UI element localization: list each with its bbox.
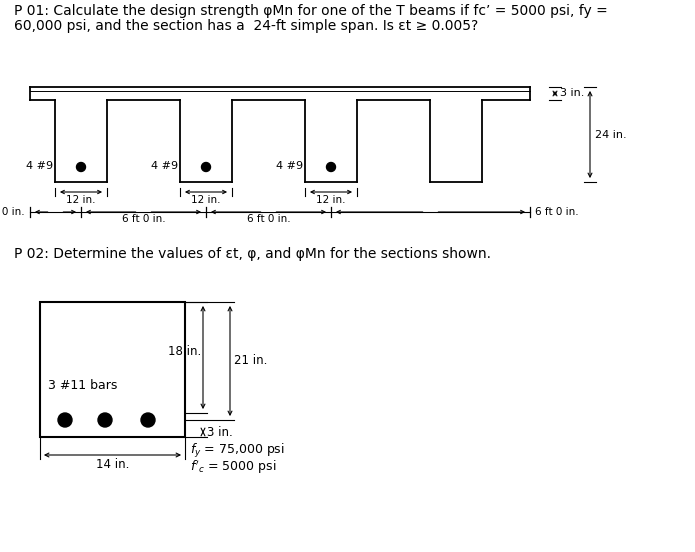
Text: 12 in.: 12 in. xyxy=(66,195,96,205)
Text: 4 #9: 4 #9 xyxy=(276,161,303,171)
Text: 4 #9: 4 #9 xyxy=(26,161,53,171)
Text: 6 ft 0 in.: 6 ft 0 in. xyxy=(535,207,579,217)
Text: 24 in.: 24 in. xyxy=(595,130,627,140)
Circle shape xyxy=(76,162,85,172)
Text: P 01: Calculate the design strength φMn for one of the T beams if fc’ = 5000 psi: P 01: Calculate the design strength φMn … xyxy=(14,4,607,18)
Text: 3 in.: 3 in. xyxy=(207,426,233,438)
Circle shape xyxy=(58,413,72,427)
Text: 3 #11 bars: 3 #11 bars xyxy=(48,379,117,392)
Text: 60,000 psi, and the section has a  24-ft simple span. Is εt ≥ 0.005?: 60,000 psi, and the section has a 24-ft … xyxy=(14,19,478,33)
Text: 18 in.: 18 in. xyxy=(167,346,201,358)
Text: $f'_c$ = 5000 psi: $f'_c$ = 5000 psi xyxy=(190,459,277,476)
Text: 4 #9: 4 #9 xyxy=(151,161,178,171)
Circle shape xyxy=(202,162,211,172)
Text: 14 in.: 14 in. xyxy=(96,458,129,471)
Circle shape xyxy=(141,413,155,427)
Text: 6 ft 0 in.: 6 ft 0 in. xyxy=(122,214,165,224)
Text: 6 ft 0 in.: 6 ft 0 in. xyxy=(0,207,25,217)
Text: 6 ft 0 in.: 6 ft 0 in. xyxy=(247,214,291,224)
Circle shape xyxy=(98,413,112,427)
Text: 12 in.: 12 in. xyxy=(316,195,345,205)
Text: 12 in.: 12 in. xyxy=(191,195,221,205)
Circle shape xyxy=(327,162,336,172)
Bar xyxy=(40,302,185,437)
Text: 3 in.: 3 in. xyxy=(560,88,584,98)
Text: P 02: Determine the values of εt, φ, and φMn for the sections shown.: P 02: Determine the values of εt, φ, and… xyxy=(14,247,491,261)
Text: 21 in.: 21 in. xyxy=(234,354,268,368)
Text: $f_y$ = 75,000 psi: $f_y$ = 75,000 psi xyxy=(190,442,285,460)
